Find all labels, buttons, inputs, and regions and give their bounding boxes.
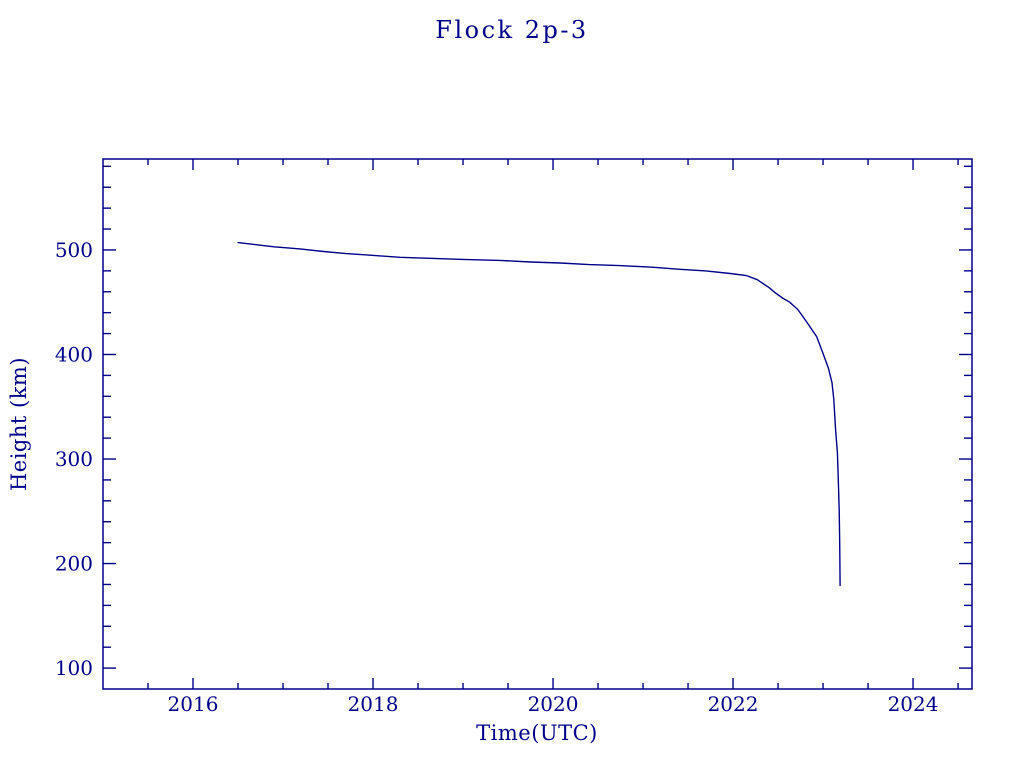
plot-border	[102, 158, 973, 690]
y-axis-label: Height (km)	[7, 357, 31, 491]
x-tick-label: 2020	[528, 692, 579, 716]
x-tick-label: 2018	[348, 692, 399, 716]
y-tick-label: 400	[55, 342, 93, 366]
tick-labels: 2016 2018 2020 2022 2024 100 200 300 400 500	[55, 238, 939, 716]
x-tick-label: 2022	[708, 692, 759, 716]
decay-line	[237, 241, 841, 587]
y-tick-label: 500	[55, 238, 93, 262]
x-axis-label: Time(UTC)	[476, 721, 598, 745]
y-tick-label: 100	[55, 656, 93, 680]
y-tick-label: 200	[55, 552, 93, 576]
chart-title: Flock 2p-3	[435, 16, 588, 44]
x-tick-label: 2024	[888, 692, 939, 716]
x-tick-label: 2016	[168, 692, 219, 716]
plot-box	[102, 158, 973, 690]
axis-ticks	[103, 159, 972, 689]
altitude-decay-curve	[237, 241, 841, 587]
y-tick-label: 300	[55, 447, 93, 471]
